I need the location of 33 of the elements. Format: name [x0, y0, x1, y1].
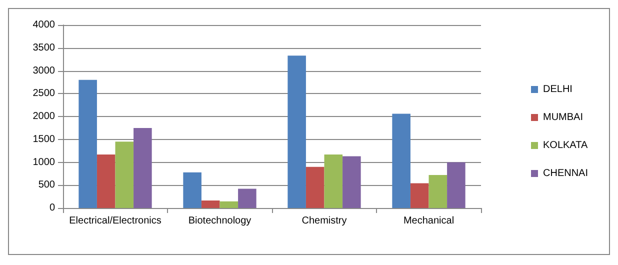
x-tick-label: Electrical/Electronics — [69, 216, 162, 226]
y-tick-label: 3500 — [32, 42, 56, 54]
bar — [220, 201, 238, 208]
y-tick-label: 1500 — [32, 134, 56, 145]
y-tick-label: 500 — [38, 180, 56, 191]
y-tick-label: 1000 — [32, 156, 56, 168]
bar — [96, 154, 116, 208]
bar — [447, 162, 466, 208]
bar — [134, 128, 152, 208]
y-tick-label: 3000 — [32, 65, 56, 76]
bar — [306, 166, 324, 208]
bar — [428, 175, 448, 208]
bar — [115, 142, 134, 208]
bar — [410, 183, 429, 208]
bar — [238, 188, 256, 208]
bar — [288, 56, 306, 208]
bar — [392, 114, 410, 208]
y-tick-label: 0 — [49, 202, 56, 214]
legend-label: MUMBAI — [542, 112, 583, 123]
legend-label: DELHI — [542, 84, 572, 95]
y-tick-label: 2500 — [32, 88, 56, 100]
y-tick-label: 2000 — [32, 111, 56, 122]
bar — [342, 156, 361, 208]
bar — [201, 200, 220, 208]
x-tick-label: Chemistry — [302, 216, 347, 226]
bar — [183, 172, 202, 208]
bar — [78, 80, 97, 208]
legend-label: CHENNAI — [542, 168, 588, 179]
x-tick-label: Mechanical — [403, 216, 454, 226]
bar — [324, 154, 343, 208]
y-tick-label: 4000 — [32, 20, 56, 30]
legend-label: KOLKATA — [542, 140, 588, 151]
x-tick-label: Biotechnology — [188, 216, 252, 226]
